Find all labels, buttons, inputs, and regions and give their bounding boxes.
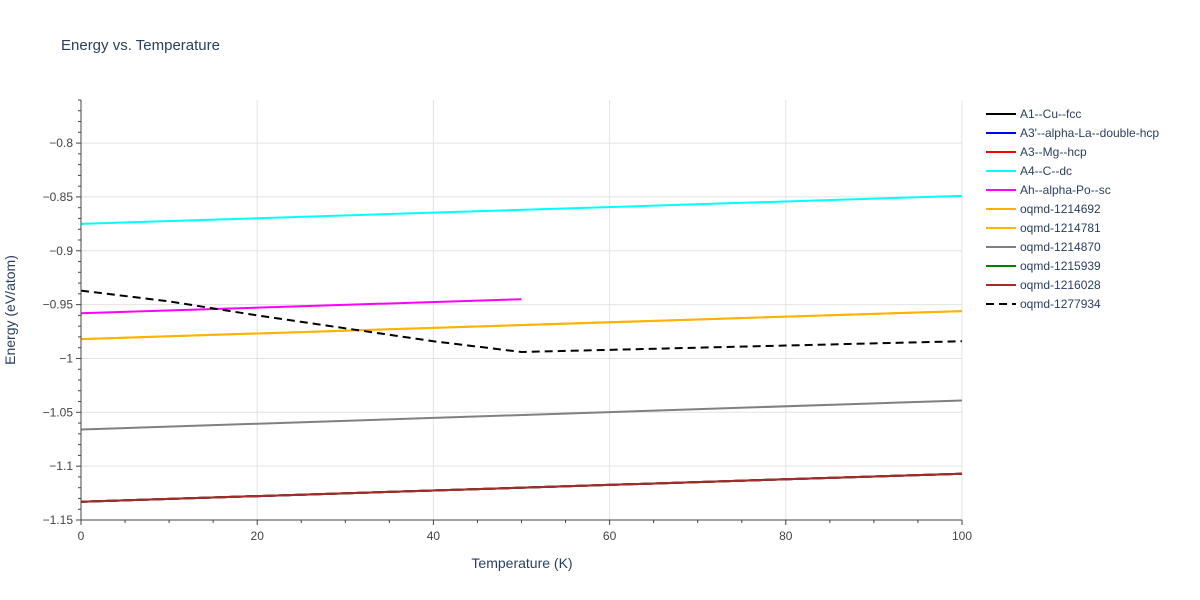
legend-label: oqmd-1214870: [1020, 240, 1101, 254]
x-tick-label: 20: [251, 529, 265, 543]
legend-label: A4--C--dc: [1020, 164, 1072, 178]
legend-label: oqmd-1214692: [1020, 202, 1101, 216]
y-axis-title: Energy (eV/atom): [2, 255, 18, 365]
y-tick-label: −0.9: [49, 244, 73, 258]
x-tick-label: 60: [603, 529, 617, 543]
series-line: [80, 399, 963, 431]
x-tick-label: 100: [952, 529, 972, 543]
x-tick-label: 40: [427, 529, 441, 543]
chart-title: Energy vs. Temperature: [61, 37, 220, 54]
grid-layer: [80, 100, 963, 521]
y-tick-label: −1.15: [43, 513, 74, 527]
y-tick-label: −0.8: [49, 136, 73, 150]
y-tick-label: −0.95: [43, 298, 74, 312]
legend: A1--Cu--fcc A3'--alpha-La--double-hcp A3--…: [986, 107, 1159, 311]
series-line: [80, 298, 522, 315]
legend-label: oqmd-1215939: [1020, 259, 1101, 273]
x-axis-title: Temperature (K): [471, 555, 572, 571]
x-tick-label: 80: [779, 529, 793, 543]
axes-layer: 0 20 40 60 80 100 −1.15 −1.1 −1.05 −1 −0.95 −0.9 −0.…: [43, 99, 972, 543]
legend-label: oqmd-1277934: [1020, 297, 1101, 311]
legend-label: oqmd-1214781: [1020, 221, 1101, 235]
legend-label: Ah--alpha-Po--sc: [1020, 183, 1111, 197]
legend-label: A3--Mg--hcp: [1020, 145, 1087, 159]
legend-label: oqmd-1216028: [1020, 278, 1101, 292]
legend-label: A3'--alpha-La--double-hcp: [1020, 126, 1159, 140]
y-tick-label: −0.85: [43, 190, 74, 204]
series-line: [80, 289, 963, 354]
series-line: [80, 194, 963, 225]
y-tick-label: −1.05: [43, 405, 74, 419]
series-line: [80, 310, 963, 341]
y-tick-label: −1.1: [49, 459, 73, 473]
legend-label: A1--Cu--fcc: [1020, 107, 1081, 121]
x-tick-label: 0: [78, 529, 85, 543]
y-tick-label: −1: [59, 351, 73, 365]
series-line: [80, 472, 963, 503]
series-layer: [80, 194, 963, 503]
